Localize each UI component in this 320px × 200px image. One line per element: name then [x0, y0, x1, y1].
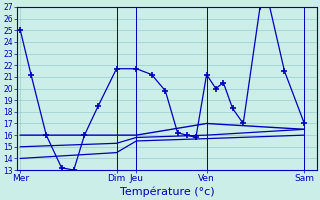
X-axis label: Température (°c): Température (°c) [120, 186, 214, 197]
